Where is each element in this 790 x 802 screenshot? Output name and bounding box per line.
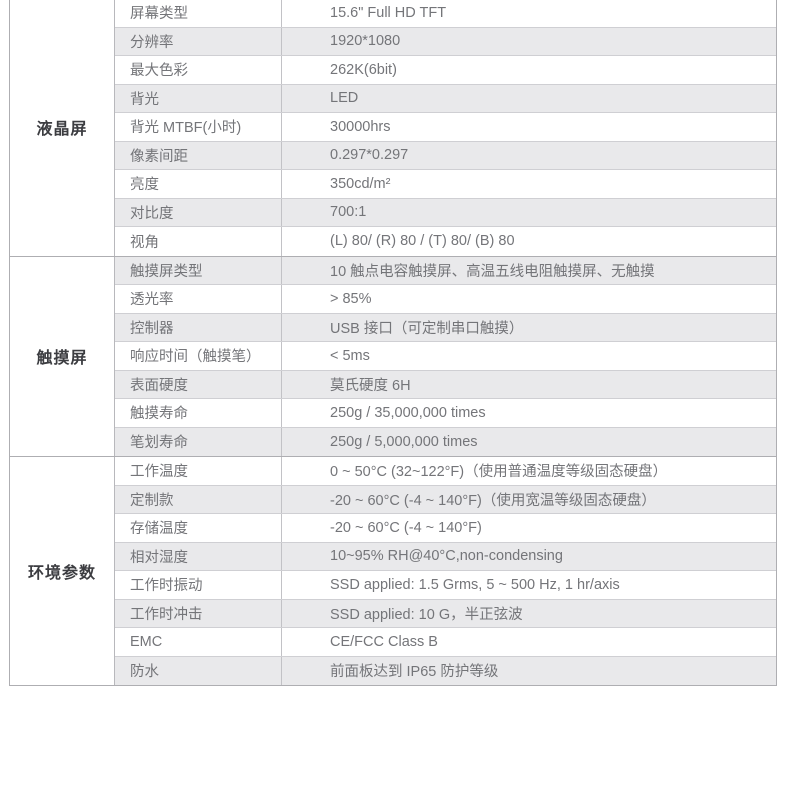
table-row: EMC CE/FCC Class B bbox=[115, 628, 776, 657]
category-cell: 触摸屏 bbox=[10, 256, 115, 456]
param-cell: 视角 bbox=[115, 227, 282, 256]
table-row: 分辨率 1920*1080 bbox=[115, 27, 776, 56]
section-rows: 工作温度 0 ~ 50°C (32~122°F)（使用普通温度等级固态硬盘） 定制款… bbox=[115, 457, 776, 685]
spec-section: 触摸屏 触摸屏类型 10 触点电容触摸屏、高温五线电阻触摸屏、无触摸透光率 > 85%… bbox=[10, 255, 776, 456]
value-cell: USB 接口（可定制串口触摸） bbox=[330, 320, 524, 337]
value-cell: 1920*1080 bbox=[330, 33, 401, 50]
value-cell: 250g / 35,000,000 times bbox=[330, 404, 486, 421]
table-row: 表面硬度 莫氏硬度 6H bbox=[115, 370, 776, 399]
spec-table: 液晶屏 屏幕类型 15.6" Full HD TFT 分辨率 1920*1080 最大色彩… bbox=[9, 0, 777, 686]
param-cell: 对比度 bbox=[115, 198, 282, 226]
param-cell: 控制器 bbox=[115, 313, 282, 341]
value-cell: LED bbox=[330, 90, 359, 107]
table-row: 视角 (L) 80/ (R) 80 / (T) 80/ (B) 80 bbox=[115, 227, 776, 256]
table-row: 亮度 350cd/m² bbox=[115, 170, 776, 199]
param-cell: 工作时冲击 bbox=[115, 599, 282, 627]
value-cell: 10~95% RH@40°C,non-condensing bbox=[330, 548, 563, 565]
param-cell: 背光 bbox=[115, 84, 282, 112]
param-cell: 工作时振动 bbox=[115, 571, 282, 599]
table-row: 触摸寿命 250g / 35,000,000 times bbox=[115, 399, 776, 428]
value-cell: 0.297*0.297 bbox=[330, 147, 409, 164]
value-cell: -20 ~ 60°C (-4 ~ 140°F) bbox=[330, 519, 482, 536]
table-row: 相对湿度 10~95% RH@40°C,non-condensing bbox=[115, 542, 776, 571]
spec-section: 液晶屏 屏幕类型 15.6" Full HD TFT 分辨率 1920*1080 最大色彩… bbox=[10, 0, 776, 256]
table-row: 笔划寿命 250g / 5,000,000 times bbox=[115, 427, 776, 456]
section-rows: 屏幕类型 15.6" Full HD TFT 分辨率 1920*1080 最大色彩 262… bbox=[115, 0, 776, 256]
table-row: 工作时冲击 SSD applied: 10 G，半正弦波 bbox=[115, 599, 776, 628]
table-row: 控制器 USB 接口（可定制串口触摸） bbox=[115, 313, 776, 342]
table-row: 防水 前面板达到 IP65 防护等级 bbox=[115, 656, 776, 685]
table-row: 最大色彩 262K(6bit) bbox=[115, 56, 776, 85]
param-cell: 响应时间（触摸笔） bbox=[115, 342, 282, 370]
table-row: 工作温度 0 ~ 50°C (32~122°F)（使用普通温度等级固态硬盘） bbox=[115, 457, 776, 486]
table-row: 透光率 > 85% bbox=[115, 285, 776, 314]
param-cell: 定制款 bbox=[115, 485, 282, 513]
value-cell: 10 触点电容触摸屏、高温五线电阻触摸屏、无触摸 bbox=[330, 263, 655, 280]
param-cell: 屏幕类型 bbox=[115, 0, 282, 27]
value-cell: CE/FCC Class B bbox=[330, 633, 438, 650]
table-row: 背光 LED bbox=[115, 84, 776, 113]
value-cell: 前面板达到 IP65 防护等级 bbox=[330, 664, 499, 681]
param-cell: 表面硬度 bbox=[115, 370, 282, 398]
value-cell: SSD applied: 10 G，半正弦波 bbox=[330, 606, 523, 623]
table-row: 存储温度 -20 ~ 60°C (-4 ~ 140°F) bbox=[115, 514, 776, 543]
param-cell: 工作温度 bbox=[115, 457, 282, 485]
param-cell: 分辨率 bbox=[115, 27, 282, 55]
param-cell: 相对湿度 bbox=[115, 542, 282, 570]
table-row: 对比度 700:1 bbox=[115, 198, 776, 227]
table-row: 背光 MTBF(小时) 30000hrs bbox=[115, 113, 776, 142]
param-cell: 笔划寿命 bbox=[115, 427, 282, 456]
value-cell: 700:1 bbox=[330, 204, 367, 221]
param-cell: 存储温度 bbox=[115, 514, 282, 542]
value-cell: 0 ~ 50°C (32~122°F)（使用普通温度等级固态硬盘） bbox=[330, 464, 668, 481]
value-cell: -20 ~ 60°C (-4 ~ 140°F)（使用宽温等级固态硬盘） bbox=[330, 492, 656, 509]
table-row: 像素间距 0.297*0.297 bbox=[115, 141, 776, 170]
spec-section: 环境参数 工作温度 0 ~ 50°C (32~122°F)（使用普通温度等级固态硬盘… bbox=[10, 456, 776, 685]
category-cell: 环境参数 bbox=[10, 457, 115, 685]
value-cell: 莫氏硬度 6H bbox=[330, 377, 411, 394]
param-cell: 背光 MTBF(小时) bbox=[115, 113, 282, 141]
param-cell: 像素间距 bbox=[115, 141, 282, 169]
table-row: 工作时振动 SSD applied: 1.5 Grms, 5 ~ 500 Hz, … bbox=[115, 571, 776, 600]
value-cell: < 5ms bbox=[330, 347, 370, 364]
value-cell: 350cd/m² bbox=[330, 175, 391, 192]
category-cell: 液晶屏 bbox=[10, 0, 115, 256]
section-rows: 触摸屏类型 10 触点电容触摸屏、高温五线电阻触摸屏、无触摸透光率 > 85% 控制器… bbox=[115, 256, 776, 456]
param-cell: EMC bbox=[115, 628, 282, 656]
value-cell: > 85% bbox=[330, 290, 372, 307]
param-cell: 亮度 bbox=[115, 170, 282, 198]
table-row: 触摸屏类型 10 触点电容触摸屏、高温五线电阻触摸屏、无触摸 bbox=[115, 256, 776, 285]
value-cell: (L) 80/ (R) 80 / (T) 80/ (B) 80 bbox=[330, 233, 515, 250]
param-cell: 触摸寿命 bbox=[115, 399, 282, 427]
table-row: 响应时间（触摸笔） < 5ms bbox=[115, 342, 776, 371]
table-row: 屏幕类型 15.6" Full HD TFT bbox=[115, 0, 776, 28]
value-cell: 15.6" Full HD TFT bbox=[330, 4, 447, 21]
table-row: 定制款 -20 ~ 60°C (-4 ~ 140°F)（使用宽温等级固态硬盘） bbox=[115, 485, 776, 514]
param-cell: 触摸屏类型 bbox=[115, 256, 282, 284]
value-cell: 250g / 5,000,000 times bbox=[330, 433, 478, 450]
value-cell: 30000hrs bbox=[330, 118, 391, 135]
value-cell: 262K(6bit) bbox=[330, 61, 397, 78]
value-cell: SSD applied: 1.5 Grms, 5 ~ 500 Hz, 1 hr/… bbox=[330, 576, 620, 593]
param-cell: 透光率 bbox=[115, 285, 282, 313]
param-cell: 防水 bbox=[115, 656, 282, 685]
param-cell: 最大色彩 bbox=[115, 56, 282, 84]
